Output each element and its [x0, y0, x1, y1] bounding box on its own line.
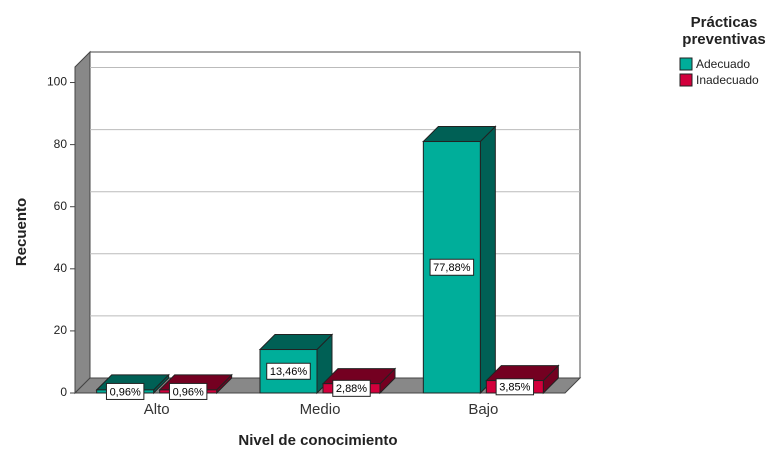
legend-swatch [679, 73, 693, 87]
y-tick-label: 60 [54, 199, 68, 213]
x-tick-label: Medio [300, 401, 341, 418]
y-tick-label: 80 [54, 137, 68, 151]
legend-label: Adecuado [696, 57, 750, 71]
x-tick-label: Alto [144, 401, 170, 418]
value-label-box [332, 379, 371, 397]
value-label-box [266, 362, 311, 380]
value-label-box [495, 378, 535, 396]
y-tick-label: 100 [47, 75, 67, 89]
y-tick-label: 0 [60, 385, 67, 399]
back-wall [89, 51, 581, 379]
value-label: 0,96% [110, 386, 141, 398]
x-axis-title: Nivel de conocimiento [238, 432, 397, 449]
legend-swatch [679, 57, 693, 71]
y-tick-label: 20 [54, 323, 68, 337]
value-label: 3,85% [499, 382, 530, 394]
legend-label: Inadecuado [696, 73, 759, 87]
value-label-box [429, 258, 475, 276]
value-label: 0,96% [173, 386, 204, 398]
value-label: 2,88% [336, 383, 367, 395]
y-axis-title: Recuento [13, 198, 30, 266]
y-tick-label: 40 [54, 261, 68, 275]
value-label-box [168, 382, 208, 400]
legend-title: Prácticas preventivas [682, 14, 766, 48]
x-tick-label: Bajo [468, 401, 498, 418]
value-label: 13,46% [270, 366, 308, 378]
bar-side [479, 125, 496, 395]
value-label: 77,88% [433, 262, 471, 274]
value-label-box [105, 382, 145, 400]
side-wall [74, 50, 91, 395]
